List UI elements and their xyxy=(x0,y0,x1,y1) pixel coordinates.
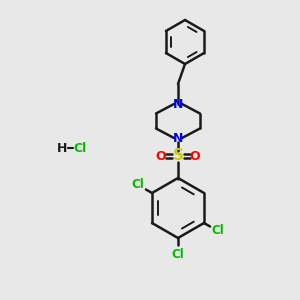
Text: Cl: Cl xyxy=(74,142,87,154)
Text: Cl: Cl xyxy=(132,178,145,191)
Text: N: N xyxy=(173,131,183,145)
Text: S: S xyxy=(172,148,184,164)
Text: H: H xyxy=(57,142,67,154)
Text: N: N xyxy=(173,98,183,110)
Text: Cl: Cl xyxy=(172,248,184,260)
Text: O: O xyxy=(156,149,166,163)
Text: O: O xyxy=(190,149,200,163)
Text: Cl: Cl xyxy=(212,224,224,238)
